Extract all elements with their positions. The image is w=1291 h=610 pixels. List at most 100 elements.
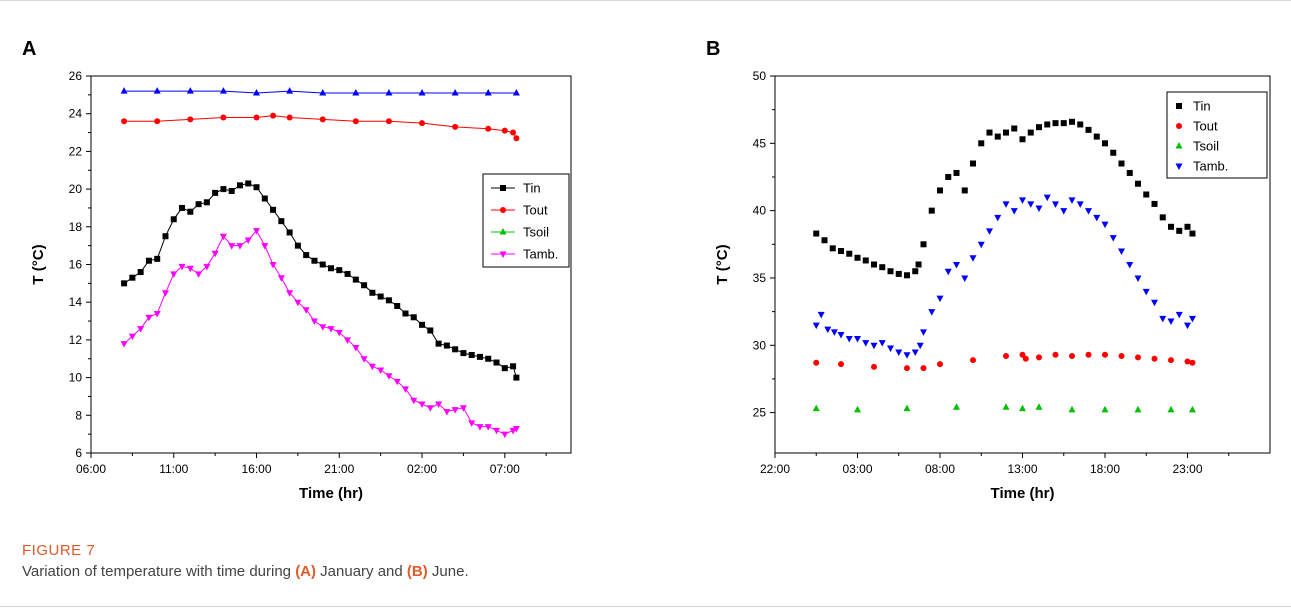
a-data-point — [286, 114, 293, 121]
a-data-point — [286, 229, 293, 236]
a-data-point — [186, 87, 194, 94]
a-x-tick-label: 06:00 — [76, 462, 106, 476]
a-data-point — [493, 427, 501, 435]
a-y-tick-label: 14 — [69, 295, 83, 309]
a-data-point — [170, 271, 178, 278]
a-data-point — [120, 87, 128, 94]
a-y-tick-label: 18 — [69, 220, 83, 234]
a-data-point — [303, 252, 310, 259]
a-data-point — [186, 265, 194, 273]
a-data-point — [443, 409, 451, 416]
figure-label: FIGURE 7 — [22, 542, 96, 559]
a-data-point — [253, 114, 260, 121]
a-data-point — [302, 307, 310, 314]
a-data-point — [187, 208, 194, 215]
a-data-point — [485, 125, 492, 132]
a-data-point — [419, 120, 426, 127]
a-data-point — [310, 318, 318, 326]
a-data-point — [426, 405, 434, 412]
chart-a-temperature-january: 6 8 10 12 14 16 18 20 22 24 26 06:00 11:00 16:00 21:00… — [30, 69, 572, 502]
a-data-point — [129, 274, 136, 281]
a-x-tick-label: 11:00 — [159, 462, 188, 476]
caption-mid: January and — [316, 563, 407, 580]
a-data-point — [120, 341, 128, 348]
a-data-point — [228, 187, 235, 194]
a-legend-marker — [499, 251, 507, 258]
a-data-point — [512, 425, 520, 433]
a-data-point — [369, 289, 376, 296]
a-data-point — [253, 228, 261, 235]
a-data-point — [485, 355, 492, 362]
a-data-point — [153, 311, 161, 318]
a-legend-marker — [500, 207, 506, 213]
a-data-point — [261, 195, 268, 202]
a-data-point — [219, 87, 227, 94]
a-data-point — [245, 180, 252, 187]
a-data-point — [484, 88, 492, 96]
a-data-point — [203, 199, 210, 206]
a-data-point — [219, 233, 227, 241]
a-data-point — [212, 189, 219, 196]
a-data-point — [203, 263, 211, 271]
a-series-line — [124, 115, 517, 139]
a-data-point — [513, 374, 520, 381]
a-data-point — [195, 201, 202, 208]
a-data-point — [236, 182, 243, 189]
a-data-point — [476, 353, 483, 360]
a-data-point — [501, 365, 508, 372]
a-data-point — [410, 314, 417, 321]
a-data-point — [178, 263, 186, 271]
a-legend-box — [482, 173, 570, 268]
figure-caption: Variation of temperature with time durin… — [22, 563, 469, 580]
a-data-point — [344, 270, 351, 277]
a-data-point — [402, 310, 409, 317]
a-data-point — [161, 290, 169, 297]
a-legend-label: Tsoil — [523, 225, 549, 240]
a-data-point — [294, 299, 302, 307]
a-data-point — [435, 401, 443, 408]
a-data-point — [327, 326, 335, 333]
a-data-point — [418, 88, 426, 96]
a-data-point — [253, 184, 260, 191]
a-y-axis-title: T (°C) — [30, 244, 47, 284]
a-data-point — [418, 401, 426, 408]
top-rule — [0, 0, 1291, 1]
a-legend-label: Tamb. — [523, 247, 558, 262]
a-data-point — [137, 269, 144, 276]
a-series-line — [123, 229, 517, 435]
a-data-point — [228, 243, 236, 250]
a-data-point — [510, 129, 517, 136]
a-data-point — [394, 302, 401, 309]
a-data-point — [128, 333, 136, 341]
a-data-point — [162, 233, 169, 240]
a-series-line — [124, 90, 517, 94]
a-data-point — [220, 114, 227, 121]
a-series-3 — [120, 228, 520, 439]
a-data-point — [377, 367, 385, 375]
a-data-point — [121, 280, 128, 287]
a-data-point — [153, 87, 161, 94]
a-data-point — [493, 359, 500, 366]
a-data-point — [419, 321, 426, 328]
a-data-point — [336, 267, 343, 274]
a-data-point — [286, 87, 294, 94]
a-y-tick-label: 12 — [69, 333, 83, 347]
a-y-tick-label: 6 — [75, 446, 82, 460]
a-data-point — [244, 237, 252, 244]
a-data-point — [344, 337, 352, 344]
a-data-point — [393, 378, 401, 386]
a-data-point — [261, 243, 269, 250]
a-y-tick-label: 10 — [69, 371, 83, 385]
a-x-tick-label: 21:00 — [324, 462, 354, 476]
a-legend-label: Tin — [523, 181, 541, 196]
a-legend-marker — [499, 228, 507, 235]
a-data-point — [277, 275, 285, 282]
a-data-point — [401, 386, 409, 393]
a-x-tick-label: 16:00 — [242, 462, 272, 476]
a-data-point — [278, 218, 285, 225]
a-data-point — [319, 116, 326, 123]
a-x-axis-title: Time (hr) — [299, 485, 363, 502]
a-data-point — [368, 363, 376, 371]
a-data-point — [510, 363, 517, 370]
a-data-point — [319, 261, 326, 268]
